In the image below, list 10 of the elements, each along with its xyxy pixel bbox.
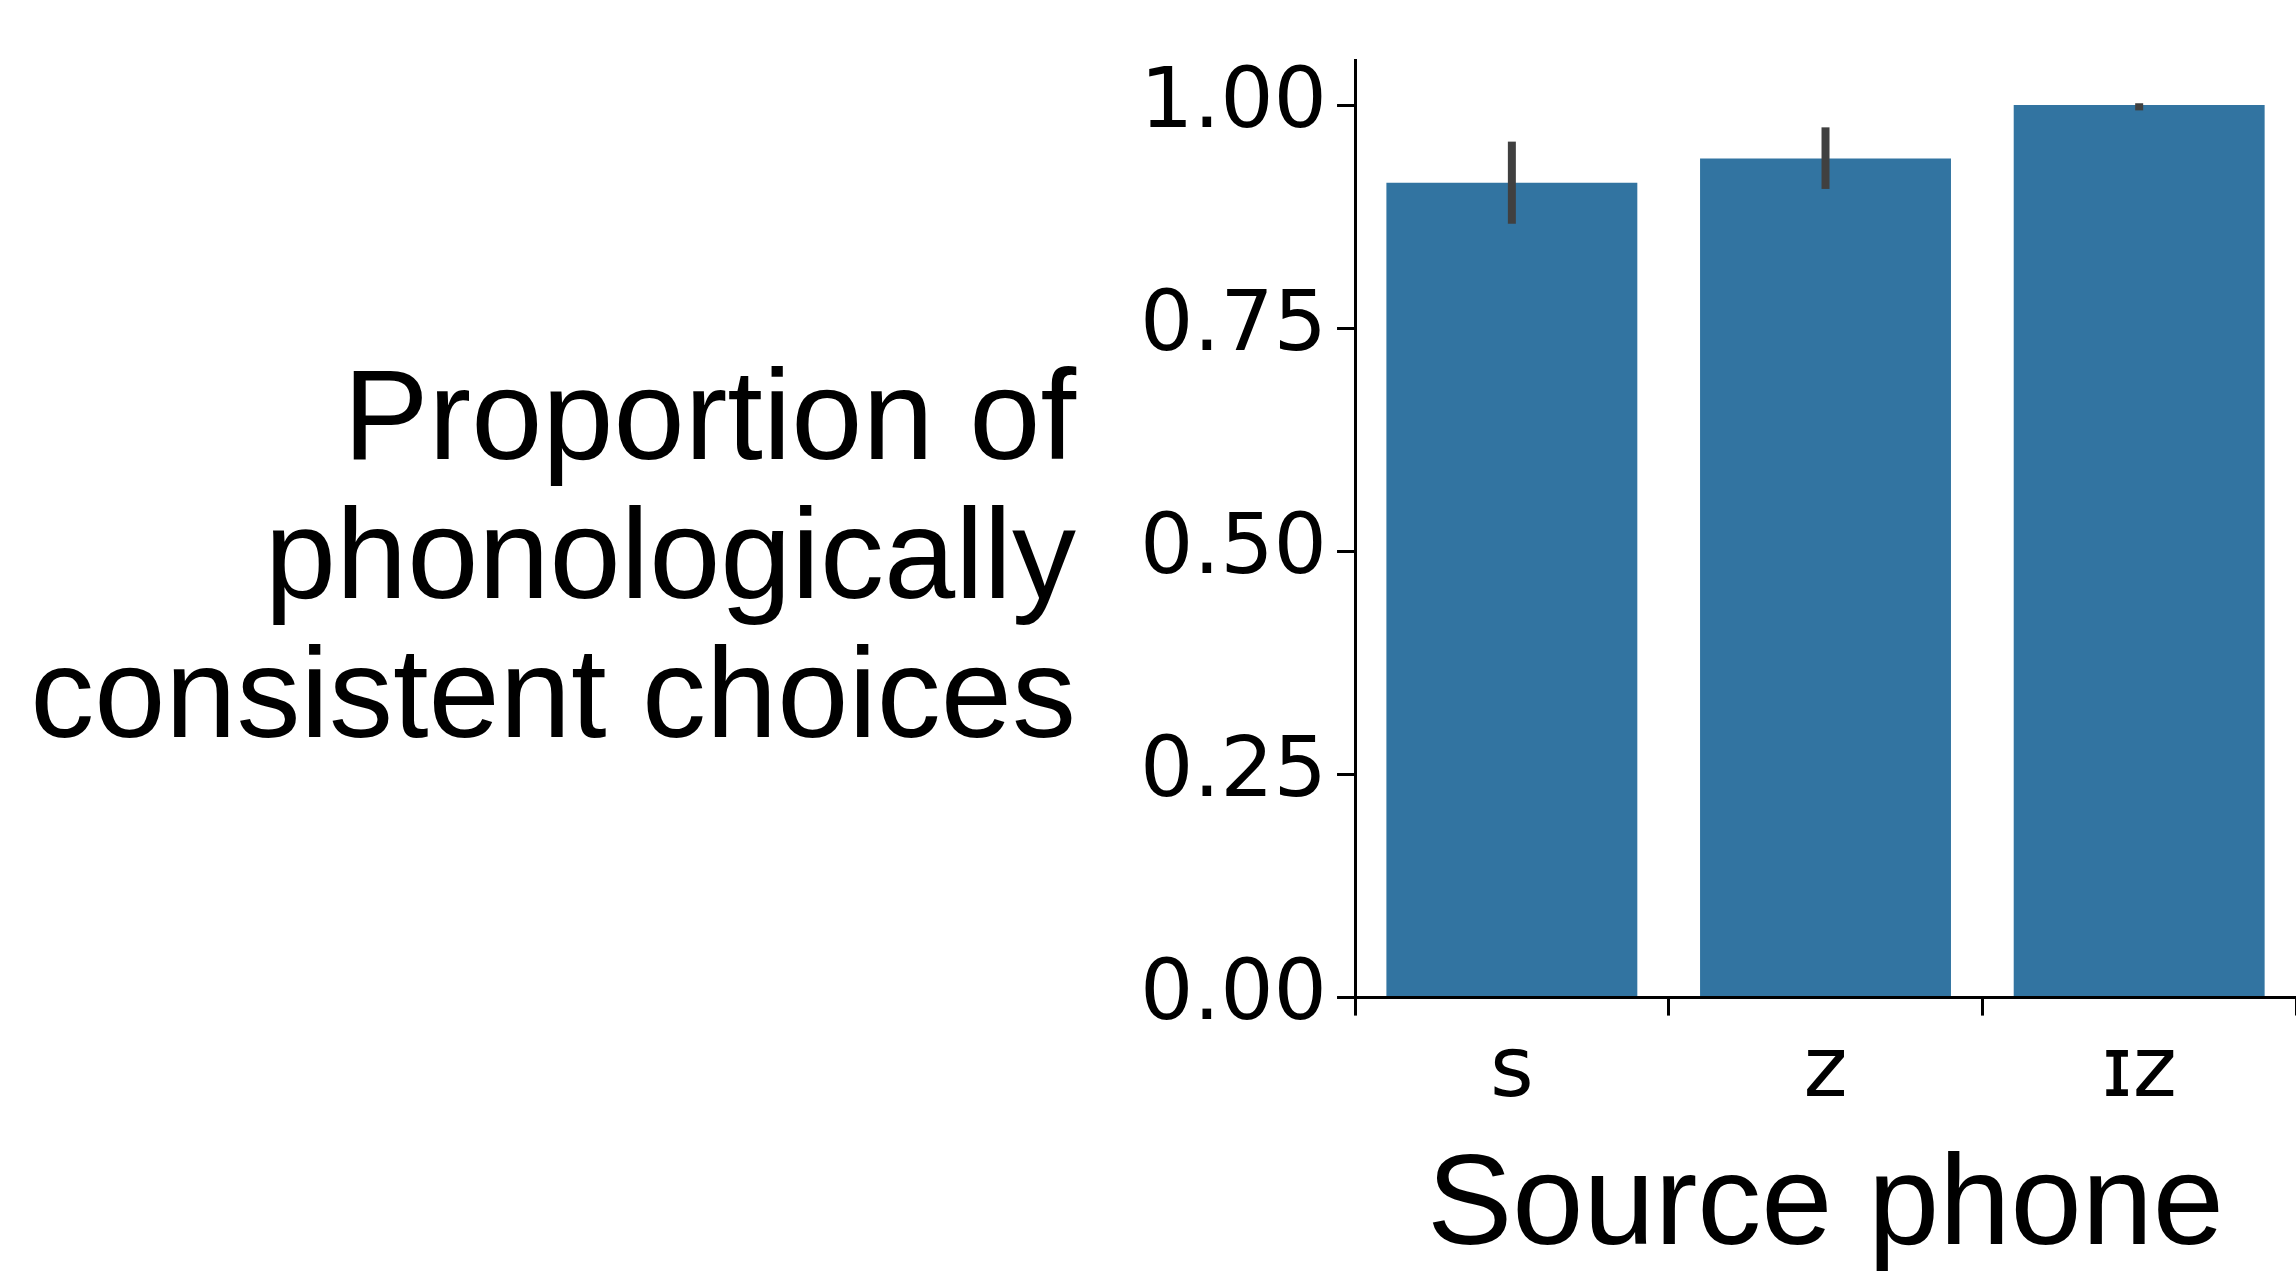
y-tick-label: 0.75 — [1140, 272, 1328, 370]
y-tick-label: 1.00 — [1140, 48, 1328, 147]
y-tick-label: 0.25 — [1140, 718, 1328, 817]
x-tick-label: s — [1489, 1017, 1534, 1116]
x-tick-label: z — [1803, 1017, 1848, 1116]
y-axis-title: Proportion of phonologically consistent choices — [30, 343, 1077, 765]
x-axis-title: Source phone — [1426, 1128, 2225, 1272]
y-tick-label: 0.50 — [1140, 495, 1328, 594]
x-tick-label: ɪz — [2101, 1017, 2177, 1116]
y-tick-label: 0.00 — [1140, 941, 1328, 1040]
